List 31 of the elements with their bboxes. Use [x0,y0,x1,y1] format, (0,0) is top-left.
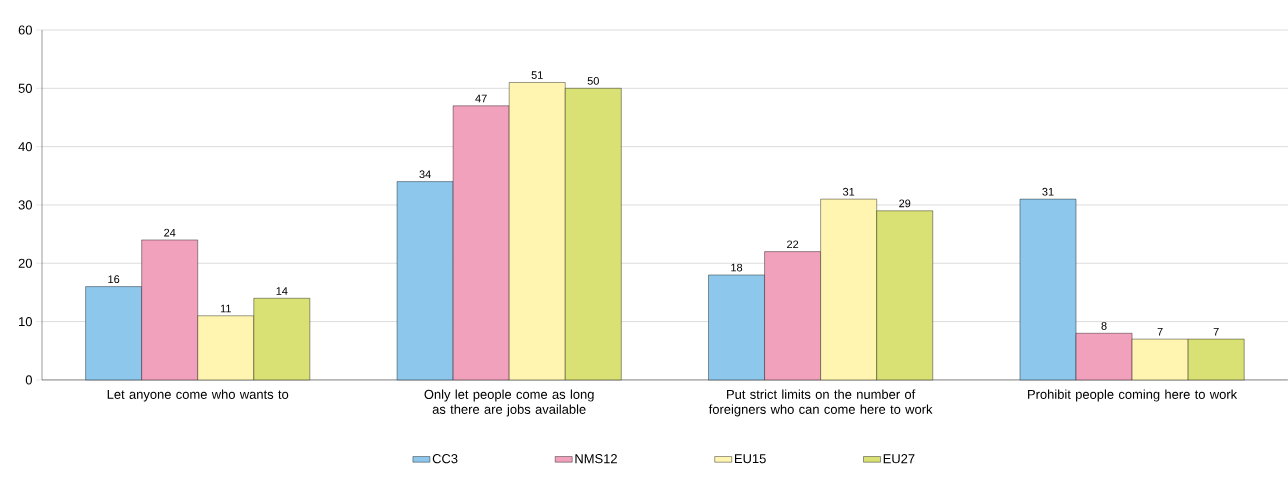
data-label: 50 [587,77,599,85]
data-label: 24 [164,228,176,237]
data-label: 8 [1101,322,1107,330]
data-label: 47 [475,94,487,103]
y-tick-label: 40 [18,142,32,152]
data-label: 7 [1213,328,1219,336]
y-tick-label: 0 [25,375,32,385]
legend-label: NMS12 [575,454,617,464]
data-label: 11 [220,304,231,313]
data-label: 51 [531,71,543,80]
data-label: 31 [1042,187,1054,196]
data-label: 18 [731,263,743,272]
data-label: 14 [276,287,288,295]
y-tick-label: 10 [19,317,32,327]
x-tick-label: Only let people come as long as there are jobs available [424,389,594,417]
data-label: 29 [899,199,911,208]
x-tick-label: Prohibit people coming here to work [1028,389,1238,402]
y-tick-label: 30 [18,200,32,210]
data-label: 31 [842,187,855,196]
data-label: 7 [1157,328,1163,336]
data-label: 22 [787,240,799,249]
y-tick-label: 60 [18,25,32,35]
y-tick-label: 20 [18,258,32,268]
legend-label: EU27 [883,454,915,464]
legend-label: EU15 [735,454,766,464]
x-tick-label: Let anyone come who wants to [107,389,289,402]
x-tick-label: Put strict limits on the number of foreigners who can come here to work [708,389,933,417]
legend-label: CC3 [432,454,458,464]
y-tick-label: 50 [18,83,32,93]
data-label: 16 [108,275,120,284]
data-label: 34 [419,170,431,179]
